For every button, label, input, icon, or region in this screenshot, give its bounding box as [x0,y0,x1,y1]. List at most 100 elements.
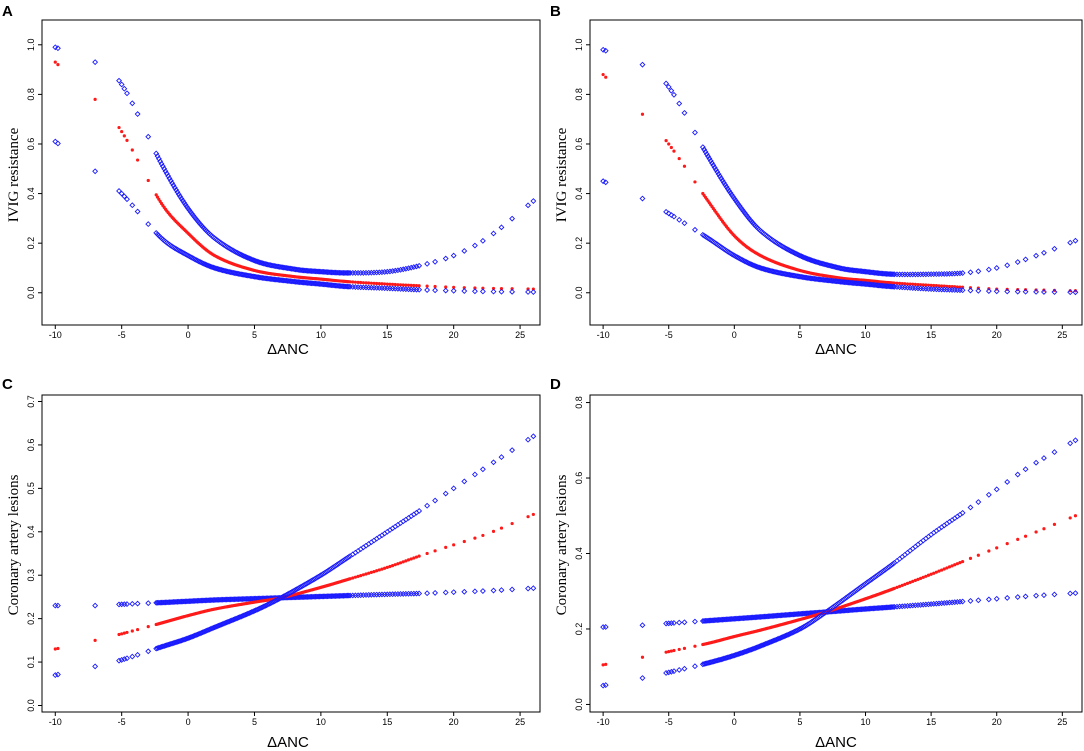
estimate-point [369,570,373,575]
ci-point [732,652,739,658]
ci-point [345,554,352,560]
ci-point [985,288,992,295]
ci-point [949,599,956,606]
ci-point [711,164,718,171]
estimate-point [499,286,504,291]
ci-point [392,267,399,274]
ci-point [92,602,99,609]
x-tick-label: 10 [861,717,871,727]
ci-point [747,260,754,267]
estimate-point [895,281,899,285]
ci-point [173,639,180,646]
ci-point [450,287,457,294]
ci-point [52,138,59,145]
ci-point [158,643,165,650]
ci-point [199,629,206,636]
ci-point [907,547,914,554]
estimate-point [396,562,400,566]
estimate-point [903,582,907,587]
ci-point [602,624,609,630]
ylabel-a: IVIG resistance [6,127,22,222]
ci-point [959,270,966,276]
estimate-point [120,632,124,636]
ci-point [227,617,234,624]
ci-point [1014,471,1021,478]
ci-point [1033,288,1040,295]
ci-point [424,502,431,509]
ci-point [170,182,177,189]
estimate-point [968,556,973,561]
ci-point [793,628,799,634]
estimate-point [916,577,920,581]
ci-point [758,642,765,649]
ci-point [901,551,908,558]
ci-point [461,588,468,595]
ci-point [170,640,177,647]
ci-point [764,640,771,647]
ci-point [205,627,211,634]
ci-point [786,631,793,637]
ci-point [985,266,992,273]
estimate-point [601,72,605,77]
ci-point [498,587,505,594]
ci-point [408,264,415,271]
estimate-point [364,281,368,285]
ci-point [899,603,906,610]
ci-point [915,602,921,609]
ci-point [116,657,122,664]
ci-point [975,287,982,294]
y-tick-label: 0.0 [574,287,584,300]
ci-point [134,600,141,607]
ci-point [775,635,782,642]
ci-point [1072,437,1079,444]
ci-point [202,261,209,268]
estimate-point [926,283,931,287]
estimate-point [383,282,387,286]
ci-point [193,632,199,639]
estimate-point [892,281,896,285]
estimate-point [351,280,355,284]
estimate-point [1068,516,1072,520]
ci-point [917,601,924,608]
panel-d: D Coronary artery lesions ΔANC -10 -5 0 5 10… [550,376,1083,751]
ci-point [1041,249,1047,256]
series-upper-95-ci [600,46,1079,278]
ci-point [692,663,698,670]
x-tick-label: -5 [665,330,673,340]
panel-letter-b: B [550,3,561,20]
ylabel-c: Coronary artery lesions [6,474,22,615]
ci-point [967,597,974,604]
ci-point [967,269,974,276]
ci-point [54,140,61,147]
ci-point [442,255,449,262]
estimate-point [406,283,411,287]
ci-point [787,630,794,637]
estimate-point [393,282,397,287]
ci-point [405,265,412,272]
estimate-point [136,627,140,632]
ci-point [789,248,795,255]
estimate-point [947,284,952,289]
x-tick-label: 5 [797,717,802,727]
ci-point [1067,239,1074,246]
y-tick-label: 0.4 [26,526,36,539]
ci-point [121,85,128,92]
estimate-point [398,561,403,565]
ci-point [928,601,935,608]
ci-point [203,627,210,634]
x-tick-label: 10 [316,717,326,727]
estimate-point [348,280,352,284]
ci-point [248,256,255,263]
ci-point [498,454,505,461]
estimate-point [903,282,907,286]
ylabel-b: IVIG resistance [554,127,570,222]
estimate-point [380,282,384,286]
ci-point [153,645,160,652]
ci-point [209,625,215,632]
y-tick-label: 0.0 [26,699,36,712]
ci-point [781,633,788,640]
ci-point [748,646,755,653]
estimate-point [425,284,429,288]
ci-point [745,647,752,654]
ci-point [930,600,937,607]
